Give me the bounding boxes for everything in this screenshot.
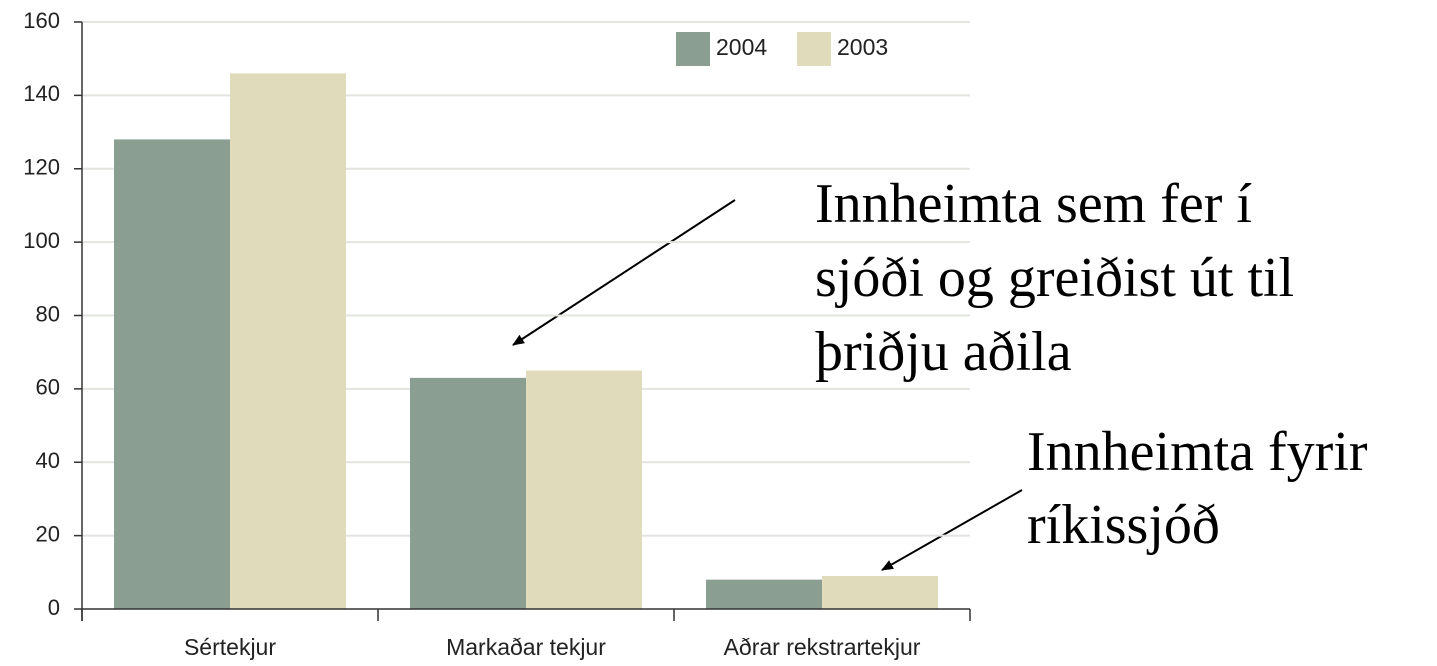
y-tick-label: 40 — [36, 448, 60, 473]
legend-swatch — [676, 32, 710, 66]
annotation: Innheimta sem fer í — [815, 173, 1252, 235]
y-tick-label: 100 — [23, 228, 60, 253]
y-tick-label: 80 — [36, 301, 60, 326]
y-tick-label: 20 — [36, 521, 60, 546]
legend-swatch — [797, 32, 831, 66]
legend-label: 2004 — [716, 34, 767, 60]
bar — [822, 575, 938, 609]
bar — [230, 73, 346, 610]
bar — [526, 370, 642, 609]
y-tick-label: 60 — [36, 375, 60, 400]
annotation: Innheimta fyrir — [1027, 421, 1368, 483]
x-tick-label: Aðrar rekstrartekjur — [724, 634, 921, 660]
annotation: þriðju aðila — [815, 321, 1072, 383]
x-tick-label: Markaðar tekjur — [446, 634, 606, 660]
annotation: ríkissjóð — [1027, 494, 1220, 556]
y-tick-label: 160 — [23, 8, 60, 33]
x-tick-label: Sértekjur — [184, 634, 276, 660]
bar — [410, 377, 526, 609]
y-tick-label: 0 — [48, 595, 60, 620]
y-tick-label: 140 — [23, 81, 60, 106]
annotation: sjóði og greiðist út til — [815, 247, 1294, 309]
legend-label: 2003 — [837, 34, 888, 60]
bar — [114, 139, 230, 609]
arrow — [512, 199, 736, 346]
y-tick-label: 120 — [23, 155, 60, 180]
bar — [706, 579, 822, 609]
arrow — [881, 489, 1023, 571]
